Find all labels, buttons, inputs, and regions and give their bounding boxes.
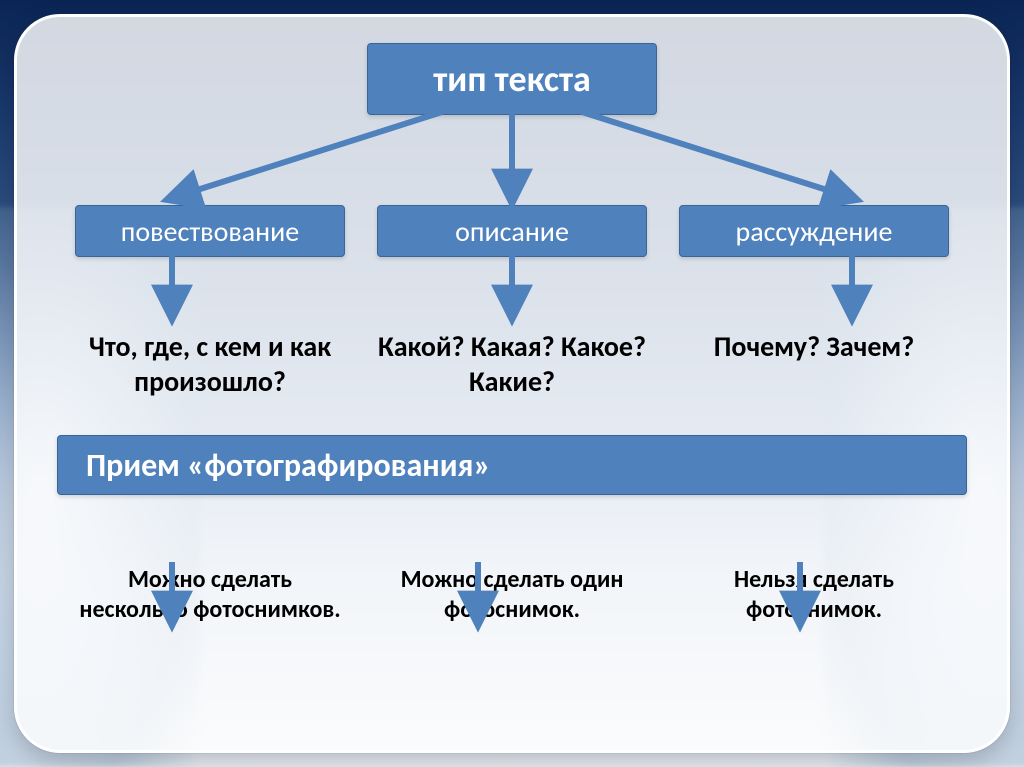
type-box-description: описание <box>377 205 647 257</box>
type-label: рассуждение <box>736 214 893 249</box>
type-label: описание <box>455 214 569 249</box>
type-box-reasoning: рассуждение <box>679 205 949 257</box>
photo-row: Можно сделать несколько фотоснимков. Мож… <box>57 565 967 625</box>
content-card: тип текста повествование описание рассуж… <box>14 14 1010 753</box>
question-narration: Что, где, с кем и как произошло? <box>75 329 345 399</box>
technique-band: Прием «фотографирования» <box>57 435 967 495</box>
type-box-narration: повествование <box>75 205 345 257</box>
types-row: повествование описание рассуждение <box>57 205 967 257</box>
question-description: Какой? Какая? Какое? Какие? <box>377 329 647 399</box>
questions-row: Что, где, с кем и как произошло? Какой? … <box>57 329 967 399</box>
root-label: тип текста <box>433 57 591 101</box>
technique-label: Прием «фотографирования» <box>86 446 491 485</box>
photo-description: Можно сделать один фотоснимок. <box>377 565 647 625</box>
question-reasoning: Почему? Зачем? <box>679 329 949 399</box>
root-box: тип текста <box>367 43 657 115</box>
type-label: повествование <box>121 214 299 249</box>
photo-narration: Можно сделать несколько фотоснимков. <box>75 565 345 625</box>
photo-reasoning: Нельзя сделать фотоснимок. <box>679 565 949 625</box>
